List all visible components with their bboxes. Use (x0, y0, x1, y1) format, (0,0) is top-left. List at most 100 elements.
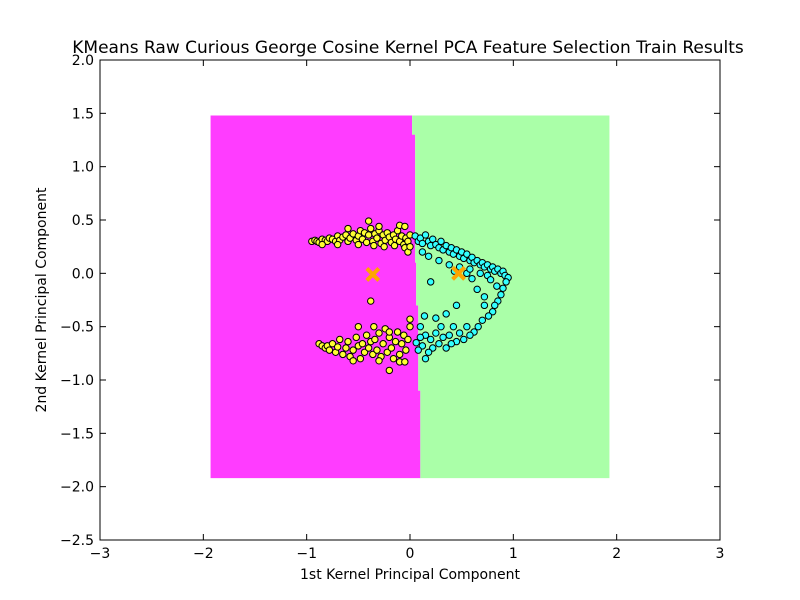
data-point-cluster-1 (484, 312, 493, 320)
data-point-cluster-1 (412, 338, 420, 347)
decision-region-cluster-0 (210, 115, 421, 479)
data-point-cluster-0 (402, 346, 410, 354)
data-point-cluster-1 (466, 331, 474, 339)
data-point-cluster-0 (385, 328, 394, 336)
data-point-cluster-1 (476, 269, 484, 278)
data-point-cluster-1 (426, 278, 435, 286)
data-point-cluster-0 (391, 337, 400, 346)
plot-area: −3 −2 −1 0 1 2 3 −2.5 −2.0 −1.5 −1.0 −0.5 0.0 0.5 1.0 1… (60, 53, 724, 562)
data-point-cluster-1 (493, 282, 501, 290)
cluster-centroids (365, 265, 466, 282)
data-point-cluster-1 (463, 322, 471, 331)
data-point-cluster-0 (349, 357, 357, 365)
data-point-cluster-0 (358, 340, 367, 348)
centroid-stroke (451, 265, 466, 281)
x-axis-label: 1st Kernel Principal Component (300, 567, 520, 583)
axis-ticks: −3 −2 −1 0 1 2 3 −2.5 −2.0 −1.5 −1.0 −0.5 0.0 0.5 1.0 1… (60, 53, 724, 562)
data-point-cluster-1 (418, 239, 427, 248)
data-point-cluster-1 (424, 348, 433, 356)
data-point-cluster-0 (385, 366, 394, 375)
data-point-cluster-0 (367, 224, 375, 233)
data-point-cluster-0 (389, 354, 398, 363)
y-tick-label: 2.0 (72, 53, 94, 69)
data-point-cluster-0 (393, 328, 402, 336)
centroid-stroke (365, 266, 381, 282)
data-point-cluster-1 (426, 335, 435, 344)
data-point-cluster-0 (373, 234, 381, 242)
data-point-cluster-0 (373, 346, 381, 354)
data-point-cluster-0 (333, 343, 342, 351)
x-tick-label: −2 (193, 546, 214, 562)
data-point-cluster-1 (416, 322, 425, 331)
data-point-cluster-0 (406, 315, 414, 323)
data-point-cluster-1 (414, 346, 422, 354)
x-tick-label: 3 (716, 546, 725, 562)
chart-title: KMeans Raw Curious George Cosine Kernel … (72, 38, 744, 58)
data-point-cluster-1 (429, 235, 437, 243)
data-point-cluster-0 (370, 322, 378, 331)
data-point-cluster-0 (364, 217, 373, 225)
x-tick-label: 0 (406, 546, 415, 562)
y-tick-label: −0.5 (60, 320, 94, 336)
scatter-points (308, 217, 512, 375)
data-point-cluster-0 (406, 242, 414, 251)
data-point-cluster-0 (375, 357, 383, 365)
data-point-cluster-0 (401, 222, 409, 231)
data-point-cluster-1 (468, 274, 476, 283)
data-point-cluster-0 (406, 322, 414, 331)
data-point-cluster-0 (333, 240, 342, 249)
data-point-cluster-1 (439, 333, 447, 342)
data-point-cluster-1 (416, 333, 425, 342)
data-point-cluster-1 (499, 284, 507, 292)
data-point-cluster-0 (390, 241, 399, 250)
y-tick-label: 0.5 (72, 213, 94, 229)
centroid-marker-1 (451, 265, 466, 281)
data-point-cluster-1 (502, 278, 510, 286)
data-point-cluster-0 (362, 238, 371, 247)
y-tick-label: 1.0 (72, 160, 94, 176)
y-tick-label: −1.5 (60, 426, 94, 442)
data-point-cluster-0 (364, 231, 373, 239)
data-point-cluster-0 (356, 354, 365, 363)
data-point-cluster-0 (370, 241, 378, 250)
data-point-cluster-1 (480, 293, 489, 301)
data-point-cluster-1 (486, 276, 495, 284)
data-point-cluster-0 (325, 346, 334, 354)
data-point-cluster-1 (480, 301, 489, 310)
data-point-cluster-0 (398, 340, 406, 348)
y-tick-label: −2.0 (60, 480, 94, 496)
data-point-cluster-0 (344, 337, 352, 346)
x-tick-label: 2 (612, 546, 621, 562)
data-point-cluster-0 (379, 340, 387, 348)
data-point-cluster-0 (401, 358, 409, 366)
data-point-cluster-1 (445, 261, 453, 269)
data-point-cluster-1 (437, 322, 445, 331)
data-point-cluster-0 (318, 240, 326, 249)
data-point-cluster-0 (395, 350, 404, 359)
data-point-cluster-1 (418, 248, 427, 256)
data-point-cluster-0 (364, 344, 373, 352)
data-point-cluster-0 (349, 346, 357, 354)
data-point-cluster-1 (452, 301, 461, 310)
data-point-cluster-1 (497, 290, 505, 299)
data-point-cluster-1 (463, 250, 471, 258)
data-point-cluster-0 (354, 322, 363, 331)
data-point-cluster-1 (435, 340, 443, 348)
data-point-cluster-1 (466, 265, 474, 273)
data-point-cluster-0 (339, 350, 347, 359)
data-point-cluster-0 (344, 224, 352, 233)
data-point-cluster-1 (432, 314, 440, 322)
data-point-cluster-1 (460, 335, 468, 344)
decision-regions (210, 115, 610, 479)
y-tick-label: 0.0 (72, 266, 94, 282)
data-point-cluster-1 (478, 316, 487, 324)
data-point-cluster-0 (352, 333, 360, 342)
data-point-cluster-1 (449, 322, 458, 331)
data-point-cluster-0 (336, 335, 344, 344)
data-point-cluster-1 (455, 329, 464, 337)
data-point-cluster-0 (371, 335, 379, 344)
data-point-cluster-1 (424, 252, 433, 260)
x-tick-label: −3 (90, 546, 111, 562)
data-point-cluster-1 (421, 354, 430, 363)
data-point-cluster-0 (342, 344, 350, 352)
